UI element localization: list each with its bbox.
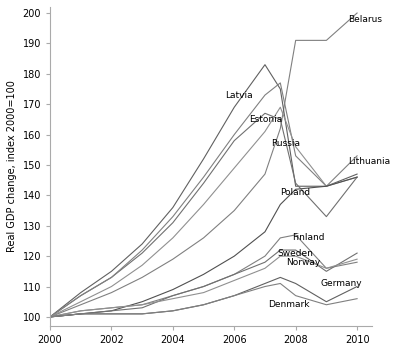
Text: Denmark: Denmark xyxy=(268,300,310,309)
Text: Germany: Germany xyxy=(320,279,362,288)
Text: Poland: Poland xyxy=(280,188,310,197)
Text: Belarus: Belarus xyxy=(348,14,382,24)
Text: Finland: Finland xyxy=(293,233,325,243)
Y-axis label: Real GDP change, index 2000=100: Real GDP change, index 2000=100 xyxy=(7,81,17,252)
Text: Sweden: Sweden xyxy=(277,249,313,258)
Text: Russia: Russia xyxy=(271,139,300,148)
Text: Lithuania: Lithuania xyxy=(348,157,390,166)
Text: Latvia: Latvia xyxy=(225,90,253,100)
Text: Norway: Norway xyxy=(287,258,321,267)
Text: Estonia: Estonia xyxy=(250,115,283,124)
